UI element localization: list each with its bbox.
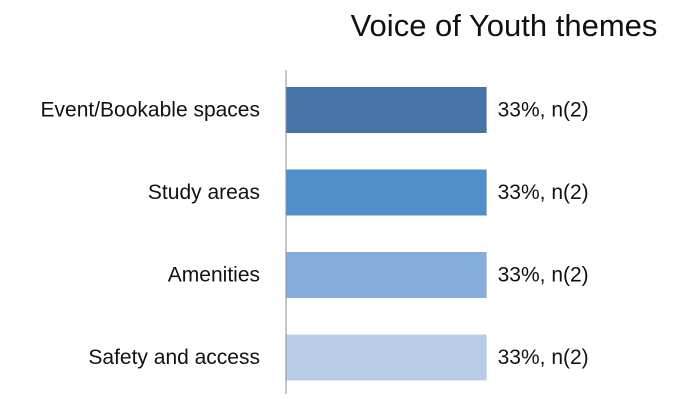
labels-group: Event/Bookable spaces 33%, n(2) Study area…: [41, 99, 589, 370]
bar-3: [286, 334, 487, 381]
category-label-0: Event/Bookable spaces: [41, 99, 260, 122]
data-label-1: 33%, n(2): [498, 181, 589, 204]
bar-0: [286, 87, 487, 133]
bars-group: [286, 87, 487, 381]
bar-2: [286, 252, 487, 298]
bar-1: [286, 169, 487, 216]
chart-title: Voice of Youth themes: [351, 8, 658, 43]
category-label-2: Amenities: [168, 264, 260, 287]
data-label-0: 33%, n(2): [498, 99, 589, 122]
category-label-3: Safety and access: [88, 346, 260, 369]
data-label-2: 33%, n(2): [498, 264, 589, 287]
data-label-3: 33%, n(2): [498, 346, 589, 369]
category-label-1: Study areas: [148, 181, 260, 204]
